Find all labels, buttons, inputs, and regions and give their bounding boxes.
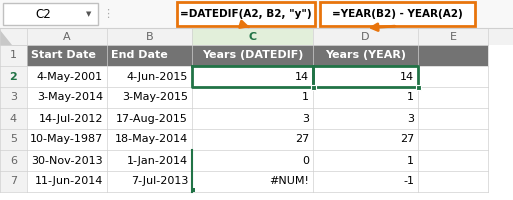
- Text: 1-Jan-2014: 1-Jan-2014: [127, 156, 188, 166]
- Bar: [27, 108, 488, 129]
- Bar: [0, 66, 27, 87]
- Bar: [27, 150, 488, 171]
- Bar: [27, 66, 488, 87]
- Text: -1: -1: [403, 176, 414, 186]
- Bar: [0, 0, 513, 28]
- Bar: [0, 45, 27, 66]
- Text: 18-May-2014: 18-May-2014: [115, 134, 188, 144]
- Bar: [0, 87, 27, 108]
- Text: ⋮: ⋮: [103, 9, 113, 19]
- Text: 27: 27: [400, 134, 414, 144]
- Text: 27: 27: [295, 134, 309, 144]
- Text: #NUM!: #NUM!: [269, 176, 309, 186]
- Text: ▼: ▼: [86, 11, 92, 17]
- Text: Years (YEAR): Years (YEAR): [325, 50, 406, 60]
- Text: 4-May-2001: 4-May-2001: [37, 72, 103, 82]
- Text: 11-Jun-2014: 11-Jun-2014: [34, 176, 103, 186]
- Bar: [320, 2, 475, 26]
- Text: 0: 0: [302, 156, 309, 166]
- Text: 10-May-1987: 10-May-1987: [30, 134, 103, 144]
- Text: D: D: [361, 31, 370, 42]
- Text: 3-May-2014: 3-May-2014: [37, 92, 103, 102]
- Bar: [3, 3, 98, 25]
- Text: 3: 3: [10, 92, 17, 102]
- Text: 3: 3: [407, 114, 414, 123]
- Bar: [0, 150, 27, 171]
- Text: E: E: [449, 31, 457, 42]
- Bar: [191, 188, 195, 192]
- Text: 6: 6: [10, 156, 17, 166]
- Bar: [0, 28, 513, 45]
- Bar: [310, 84, 315, 90]
- Text: Start Date: Start Date: [31, 50, 96, 60]
- Bar: [27, 171, 488, 192]
- Text: C2: C2: [35, 7, 51, 21]
- Bar: [0, 129, 27, 150]
- Bar: [192, 28, 313, 45]
- Text: 3: 3: [302, 114, 309, 123]
- Bar: [27, 45, 488, 66]
- Bar: [27, 129, 488, 150]
- Text: A: A: [63, 31, 71, 42]
- Bar: [27, 87, 488, 108]
- Text: C: C: [248, 31, 256, 42]
- Text: B: B: [146, 31, 153, 42]
- Text: End Date: End Date: [111, 50, 168, 60]
- Text: 1: 1: [302, 92, 309, 102]
- Text: 1: 1: [407, 92, 414, 102]
- Text: =YEAR(B2) - YEAR(A2): =YEAR(B2) - YEAR(A2): [332, 9, 463, 19]
- Bar: [0, 171, 27, 192]
- Text: 4: 4: [10, 114, 17, 123]
- Text: 1: 1: [407, 156, 414, 166]
- Text: 3-May-2015: 3-May-2015: [122, 92, 188, 102]
- Text: 5: 5: [10, 134, 17, 144]
- Text: 1: 1: [10, 50, 17, 60]
- Text: =DATEDIF(A2, B2, "y"): =DATEDIF(A2, B2, "y"): [180, 9, 312, 19]
- Bar: [0, 108, 27, 129]
- Text: 14: 14: [295, 72, 309, 82]
- Bar: [416, 84, 421, 90]
- Text: 4-Jun-2015: 4-Jun-2015: [127, 72, 188, 82]
- Text: 30-Nov-2013: 30-Nov-2013: [31, 156, 103, 166]
- Bar: [177, 2, 315, 26]
- Text: 14: 14: [400, 72, 414, 82]
- Polygon shape: [0, 30, 12, 45]
- Text: 7-Jul-2013: 7-Jul-2013: [131, 176, 188, 186]
- Text: 14-Jul-2012: 14-Jul-2012: [38, 114, 103, 123]
- Text: 7: 7: [10, 176, 17, 186]
- Text: 17-Aug-2015: 17-Aug-2015: [116, 114, 188, 123]
- Text: 2: 2: [10, 72, 17, 82]
- Text: Years (DATEDIF): Years (DATEDIF): [202, 50, 303, 60]
